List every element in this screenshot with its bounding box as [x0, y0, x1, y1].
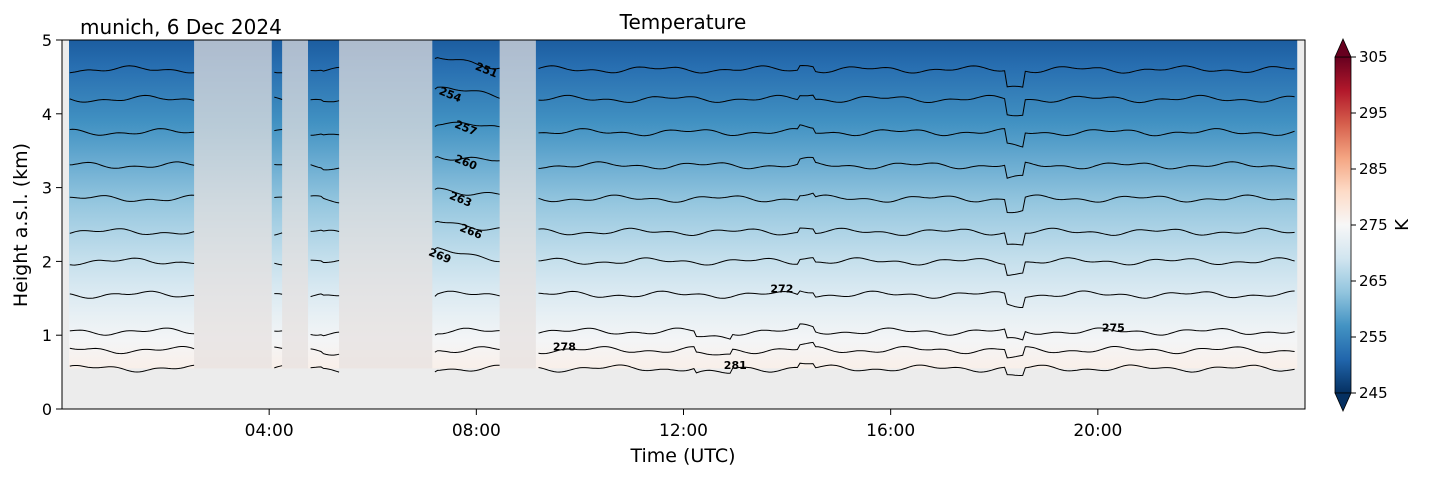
chart-title: Temperature — [619, 10, 747, 34]
x-tick-label-4: 04:00 — [245, 421, 294, 441]
cloud-gap-2 — [282, 40, 309, 369]
contour-260 — [69, 156, 1295, 179]
colorbar-label: K — [1392, 218, 1413, 231]
x-tick-label-16: 16:00 — [866, 421, 915, 441]
colorbar-tick-label-305: 305 — [1359, 48, 1388, 66]
x-axis-label: Time (UTC) — [629, 445, 735, 467]
y-tick-label-1: 1 — [42, 326, 52, 345]
cloud-gap-3 — [339, 40, 433, 369]
contour-257 — [69, 121, 1295, 148]
colorbar-body — [1334, 56, 1352, 394]
contour-278 — [69, 341, 1295, 359]
contour-label-278: 278 — [553, 340, 576, 353]
colorbar-tick-label-285: 285 — [1359, 160, 1388, 178]
colorbar-tick-label-255: 255 — [1359, 328, 1388, 346]
x-tick-label-8: 08:00 — [452, 421, 501, 441]
y-tick-label-5: 5 — [42, 31, 52, 50]
contour-label-275: 275 — [1102, 322, 1125, 335]
y-axis-label: Height a.s.l. (km) — [10, 143, 32, 307]
colorbar-extend-max — [1334, 38, 1352, 58]
contour-269 — [69, 247, 1295, 276]
contour-251 — [69, 57, 1295, 88]
y-tick-label-2: 2 — [42, 252, 52, 271]
y-tick-label-4: 4 — [42, 105, 52, 124]
x-tick-label-12: 12:00 — [659, 421, 708, 441]
contour-254 — [69, 86, 1295, 117]
axes: 04:00 08:00 12:00 16:00 20:00 0 1 2 3 4 5 — [42, 31, 1123, 441]
colorbar: 245 255 265 275 285 295 305 — [1334, 38, 1388, 412]
colorbar-tick-label-275: 275 — [1359, 216, 1388, 234]
contour-272 — [69, 290, 1295, 308]
y-tick-label-0: 0 — [42, 400, 52, 419]
chart-subtitle: munich, 6 Dec 2024 — [80, 15, 282, 39]
cloud-gap-4 — [499, 40, 536, 369]
x-tick-label-20: 20:00 — [1073, 421, 1122, 441]
contour-label-281: 281 — [724, 359, 747, 372]
contour-266 — [69, 220, 1295, 246]
contour-label-272: 272 — [770, 283, 793, 296]
y-tick-label-3: 3 — [42, 179, 52, 198]
colorbar-extend-min — [1334, 392, 1352, 412]
temperature-field — [69, 40, 1298, 369]
contour-263 — [69, 187, 1295, 214]
colorbar-tick-label-245: 245 — [1359, 384, 1388, 402]
cloud-gap-1 — [194, 40, 272, 369]
contour-275 — [69, 323, 1295, 341]
contour-281 — [69, 362, 1295, 377]
colorbar-tick-label-265: 265 — [1359, 272, 1388, 290]
colorbar-tick-label-295: 295 — [1359, 104, 1388, 122]
